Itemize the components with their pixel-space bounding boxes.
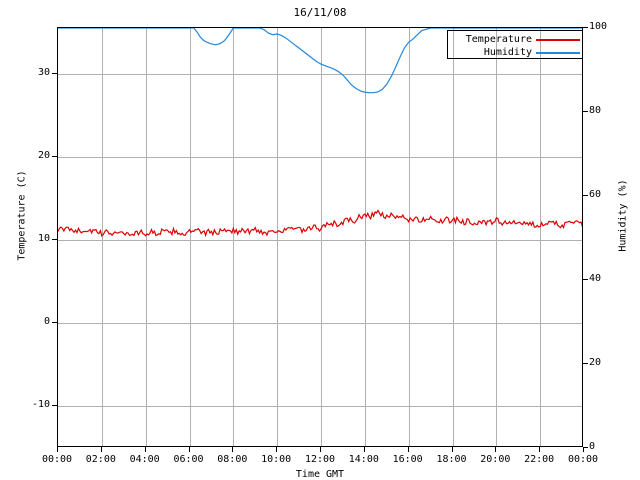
y-axis-left-tick-label: -10 — [31, 399, 50, 411]
gridline-horizontal — [58, 240, 582, 241]
y-axis-right-tick-label: 0 — [589, 441, 596, 452]
x-axis-tick-mark — [145, 447, 146, 452]
x-axis-tick-label: 04:00 — [129, 454, 160, 465]
x-axis-tick-mark — [57, 447, 58, 452]
x-axis-tick-mark — [189, 447, 190, 452]
x-axis-tick-mark — [408, 447, 409, 452]
legend-color-swatch — [536, 51, 580, 54]
gridline-vertical — [233, 28, 234, 446]
y-axis-left-tick-mark — [52, 156, 57, 157]
y-axis-left-tick-label: 0 — [43, 316, 50, 328]
x-axis-tick-label: 08:00 — [217, 454, 248, 465]
y-axis-right-tick-label: 80 — [589, 105, 602, 116]
y-axis-right-tick-label: 100 — [589, 21, 608, 32]
gridline-vertical — [277, 28, 278, 446]
gridline-horizontal — [58, 323, 582, 324]
gridline-horizontal — [58, 406, 582, 407]
y-axis-right-tick-mark — [583, 195, 588, 196]
y-axis-right-tick-mark — [583, 279, 588, 280]
gridline-vertical — [453, 28, 454, 446]
x-axis-title: Time GMT — [295, 469, 345, 480]
x-axis-tick-label: 00:00 — [567, 454, 599, 465]
x-axis-tick-mark — [232, 447, 233, 452]
y-axis-right-tick-mark — [583, 27, 588, 28]
gridline-vertical — [190, 28, 191, 446]
y-axis-left-tick-mark — [52, 405, 57, 406]
x-axis-tick-mark — [495, 447, 496, 452]
gridline-vertical — [409, 28, 410, 446]
gridline-horizontal — [58, 157, 582, 158]
gridline-vertical — [146, 28, 147, 446]
x-axis-tick-mark — [452, 447, 453, 452]
x-axis-tick-label: 22:00 — [524, 454, 555, 465]
y-axis-right-title: Humidity (%) — [617, 179, 629, 252]
y-axis-left-tick-label: 10 — [37, 233, 50, 245]
legend-entry: Temperature — [448, 33, 584, 46]
legend-entry: Humidity — [448, 46, 584, 59]
chart-title: 16/11/08 — [293, 6, 347, 19]
x-axis-tick-mark — [101, 447, 102, 452]
x-axis-tick-mark — [276, 447, 277, 452]
y-axis-right-tick-mark — [583, 447, 588, 448]
gridline-vertical — [496, 28, 497, 446]
y-axis-left-tick-mark — [52, 322, 57, 323]
chart-legend: Temperature Humidity — [447, 30, 583, 59]
gridline-vertical — [102, 28, 103, 446]
x-axis-tick-label: 14:00 — [348, 454, 379, 465]
y-axis-right-tick-label: 20 — [589, 357, 602, 368]
y-axis-right-tick-mark — [583, 111, 588, 112]
x-axis-tick-label: 18:00 — [436, 454, 467, 465]
x-axis-tick-label: 20:00 — [480, 454, 511, 465]
gridline-vertical — [540, 28, 541, 446]
legend-label: Temperature — [465, 33, 532, 45]
series-line-humidity — [58, 28, 582, 94]
legend-label: Humidity — [483, 46, 532, 58]
y-axis-right-tick-label: 40 — [589, 273, 602, 284]
x-axis-tick-mark — [539, 447, 540, 452]
x-axis-tick-mark — [583, 447, 584, 452]
plot-area — [57, 27, 583, 447]
series-line-temperature — [58, 209, 582, 238]
gridline-vertical — [365, 28, 366, 446]
y-axis-left-title: Temperature (C) — [16, 170, 28, 261]
y-axis-right-tick-label: 60 — [589, 189, 602, 200]
y-axis-left-tick-label: 20 — [37, 150, 50, 162]
y-axis-left-tick-mark — [52, 239, 57, 240]
x-axis-tick-label: 00:00 — [41, 454, 73, 465]
x-axis-tick-label: 02:00 — [85, 454, 116, 465]
y-axis-left-tick-label: 30 — [37, 67, 50, 79]
y-axis-right-tick-mark — [583, 363, 588, 364]
x-axis-tick-label: 10:00 — [261, 454, 292, 465]
gridline-vertical — [321, 28, 322, 446]
x-axis-tick-label: 12:00 — [304, 454, 336, 465]
y-axis-left-tick-mark — [52, 73, 57, 74]
x-axis-tick-label: 16:00 — [392, 454, 423, 465]
legend-color-swatch — [536, 38, 580, 41]
x-axis-tick-mark — [364, 447, 365, 452]
x-axis-tick-label: 06:00 — [173, 454, 204, 465]
series-layer — [58, 28, 582, 238]
x-axis-tick-mark — [320, 447, 321, 452]
gridline-horizontal — [58, 74, 582, 75]
